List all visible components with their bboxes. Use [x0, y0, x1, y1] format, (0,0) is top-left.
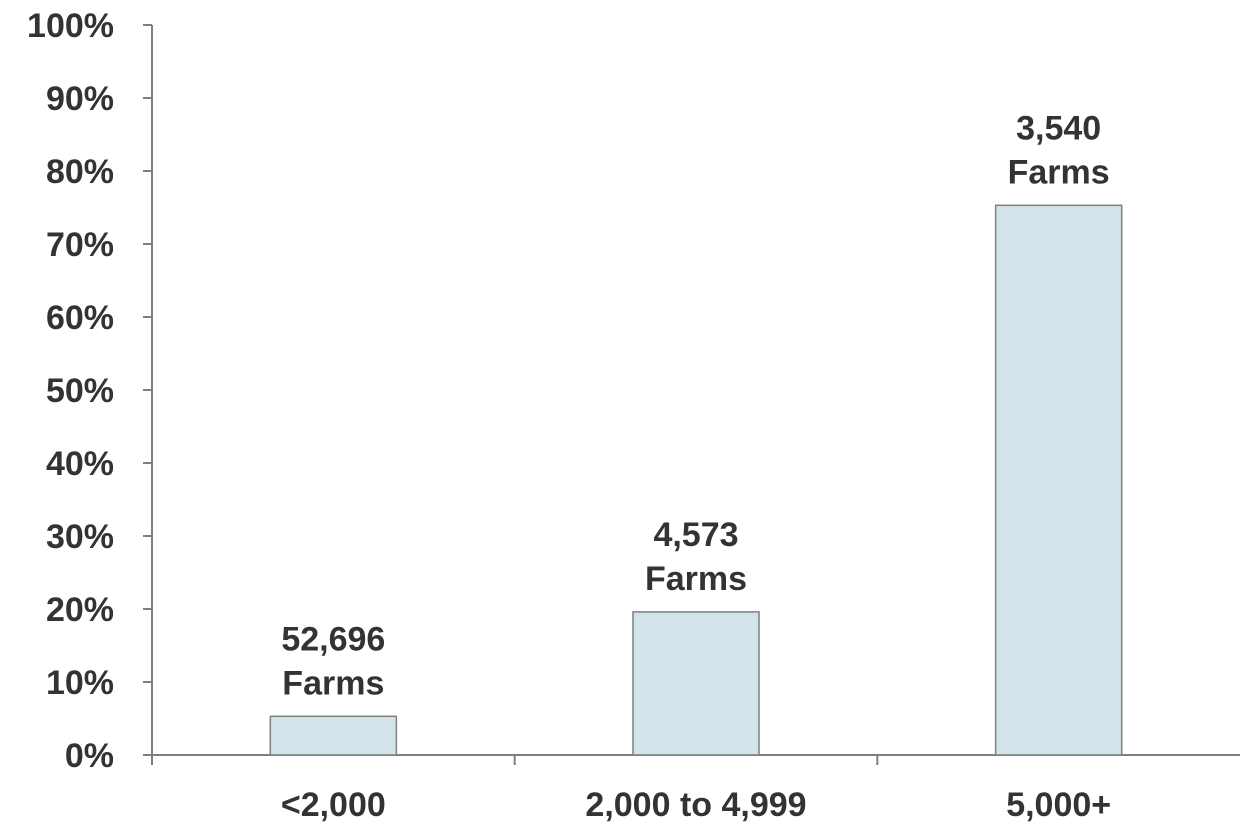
bar-0 [269, 715, 398, 756]
y-tick-label: 50% [46, 372, 114, 410]
x-axis: <2,000 2,000 to 4,999 5,000+ [151, 754, 1240, 824]
data-label-value: 3,540 [1016, 109, 1101, 147]
data-label-value: 52,696 [281, 620, 385, 658]
data-label-unit: Farms [1008, 153, 1110, 191]
y-tick-label: 10% [46, 664, 114, 702]
y-tick-label: 30% [46, 518, 114, 556]
data-label-value: 4,573 [653, 516, 738, 554]
y-tick-label: 70% [46, 226, 114, 264]
y-axis: 0% 10% 20% 30% 40% 50% 60% 70% 80% 90% 100% [27, 7, 153, 775]
data-label-unit: Farms [282, 664, 384, 702]
x-tick-label: <2,000 [281, 786, 386, 824]
y-tick-label: 0% [65, 737, 114, 775]
bar-2 [994, 204, 1123, 756]
x-tick-label: 5,000+ [1006, 786, 1111, 824]
y-tick-label: 100% [27, 7, 114, 45]
bar-1 [632, 611, 760, 756]
bars [269, 204, 1123, 756]
data-label-unit: Farms [645, 560, 747, 598]
y-tick-label: 80% [46, 153, 114, 191]
y-tick-label: 40% [46, 445, 114, 483]
y-tick-label: 90% [46, 80, 114, 118]
data-labels: 52,696 Farms 4,573 Farms 3,540 Farms [281, 109, 1109, 702]
y-tick-label: 60% [46, 299, 114, 337]
y-tick-label: 20% [46, 591, 114, 629]
x-tick-label: 2,000 to 4,999 [585, 786, 806, 824]
